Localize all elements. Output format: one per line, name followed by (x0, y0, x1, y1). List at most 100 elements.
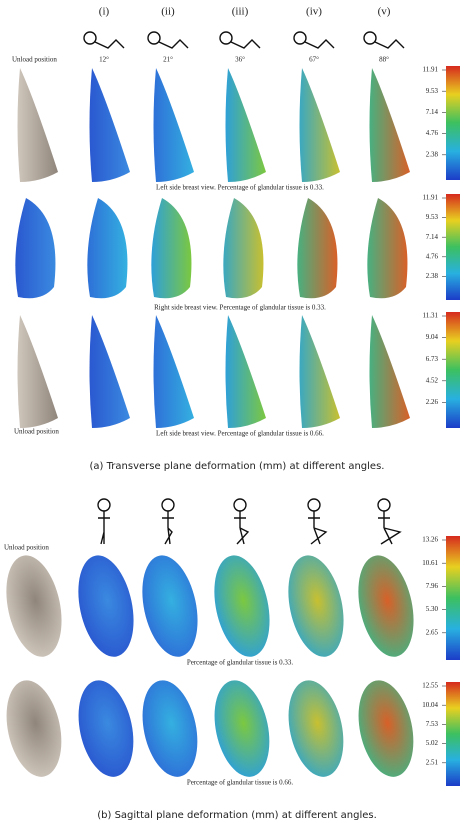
row-caption: Percentage of glandular tissue is 0.33. (187, 659, 294, 667)
stick-body (230, 39, 261, 49)
colorbar-label: 2.51 (426, 758, 439, 766)
row-caption: Percentage of glandular tissue is 0.66. (187, 779, 294, 787)
breast-shape (17, 68, 58, 182)
colorbar-label: 10.61 (422, 559, 438, 567)
colorbar (446, 194, 460, 300)
stick-head (293, 31, 307, 45)
row-caption: Left side breast view. Percentage of gla… (156, 184, 324, 192)
column-label: (i) (99, 6, 110, 18)
breast-shape (358, 680, 414, 777)
angle-label: 88° (379, 56, 389, 64)
colorbar-label: 7.53 (426, 720, 439, 728)
colorbar-label: 12.55 (422, 682, 438, 690)
column-label: (v) (378, 6, 391, 18)
breast-shape (153, 68, 194, 182)
unload-label: Unload position (12, 56, 57, 64)
stick-head (219, 31, 233, 45)
angle-label: 12° (99, 56, 109, 64)
colorbar-label: 6.73 (426, 355, 439, 363)
breast-shape (299, 315, 340, 428)
colorbar-label: 9.04 (426, 333, 439, 341)
caption: (a) Transverse plane deformation (mm) at… (90, 461, 385, 472)
colorbar (446, 536, 460, 660)
stick-body (94, 39, 125, 49)
breast-shape (78, 555, 134, 657)
breast-shape (214, 555, 270, 657)
breast-shape (15, 198, 56, 299)
colorbar-label: 2.65 (426, 628, 439, 636)
breast-shape (358, 555, 414, 657)
colorbar (446, 66, 460, 180)
stick-body (234, 511, 250, 545)
breast-shape (78, 680, 134, 777)
breast-shape (87, 198, 128, 299)
colorbar-label: 11.91 (423, 194, 439, 202)
breast-shape (369, 315, 410, 428)
colorbar-label: 9.53 (426, 87, 439, 95)
colorbar (446, 682, 460, 786)
breast-shape (6, 680, 62, 777)
breast-shape (6, 555, 62, 657)
breast-shape (89, 315, 130, 428)
colorbar-label: 13.26 (422, 536, 438, 544)
row-caption: Right side breast view. Percentage of gl… (154, 304, 326, 312)
breast-shape (288, 555, 344, 657)
caption: (b) Sagittal plane deformation (mm) at d… (97, 810, 377, 821)
breast-shape (369, 68, 410, 182)
stick-head (233, 498, 247, 512)
unload-label: Unload position (4, 544, 49, 552)
colorbar-label: 7.96 (426, 582, 439, 590)
stick-body (308, 511, 328, 545)
column-label: (iii) (232, 6, 249, 18)
breast-shape (17, 315, 58, 428)
stick-body (378, 511, 402, 545)
breast-shape (153, 315, 194, 428)
column-label: (ii) (161, 6, 175, 18)
breast-shape (223, 198, 264, 299)
colorbar-label: 2.38 (426, 150, 439, 158)
stick-head (307, 498, 321, 512)
angle-label: 21° (163, 56, 173, 64)
breast-shape (297, 198, 338, 299)
colorbar-label: 7.14 (426, 108, 439, 116)
breast-shape (142, 555, 198, 657)
breast-shape (89, 68, 130, 182)
colorbar-label: 11.91 (423, 66, 439, 74)
breast-shape (142, 680, 198, 777)
colorbar-label: 4.76 (426, 129, 439, 137)
breast-shape (225, 68, 266, 182)
colorbar-label: 2.38 (426, 272, 439, 280)
stick-head (97, 498, 111, 512)
breast-shape (367, 198, 408, 299)
stick-head (363, 31, 377, 45)
stick-body (162, 511, 174, 545)
breast-shape (288, 680, 344, 777)
colorbar (446, 312, 460, 428)
row-caption: Left side breast view. Percentage of gla… (156, 430, 324, 438)
stick-head (83, 31, 97, 45)
colorbar-label: 5.30 (426, 605, 439, 613)
stick-head (161, 498, 175, 512)
angle-label: 67° (309, 56, 319, 64)
colorbar-label: 7.14 (426, 233, 439, 241)
colorbar-label: 4.76 (426, 252, 439, 260)
colorbar-label: 11.31 (423, 312, 439, 320)
angle-label: 36° (235, 56, 245, 64)
colorbar-label: 9.53 (426, 213, 439, 221)
stick-body (304, 39, 335, 49)
breast-shape (225, 315, 266, 428)
stick-head (147, 31, 161, 45)
breast-shape (151, 198, 192, 299)
breast-shape (299, 68, 340, 182)
column-label: (iv) (306, 6, 322, 18)
breast-shape (214, 680, 270, 777)
stick-head (377, 498, 391, 512)
stick-body (374, 39, 405, 49)
colorbar-label: 2.26 (426, 398, 439, 406)
colorbar-label: 5.02 (426, 739, 439, 747)
stick-body (158, 39, 189, 49)
unload-label: Unload position (14, 428, 59, 436)
colorbar-label: 4.52 (426, 376, 439, 384)
colorbar-label: 10.04 (422, 701, 438, 709)
